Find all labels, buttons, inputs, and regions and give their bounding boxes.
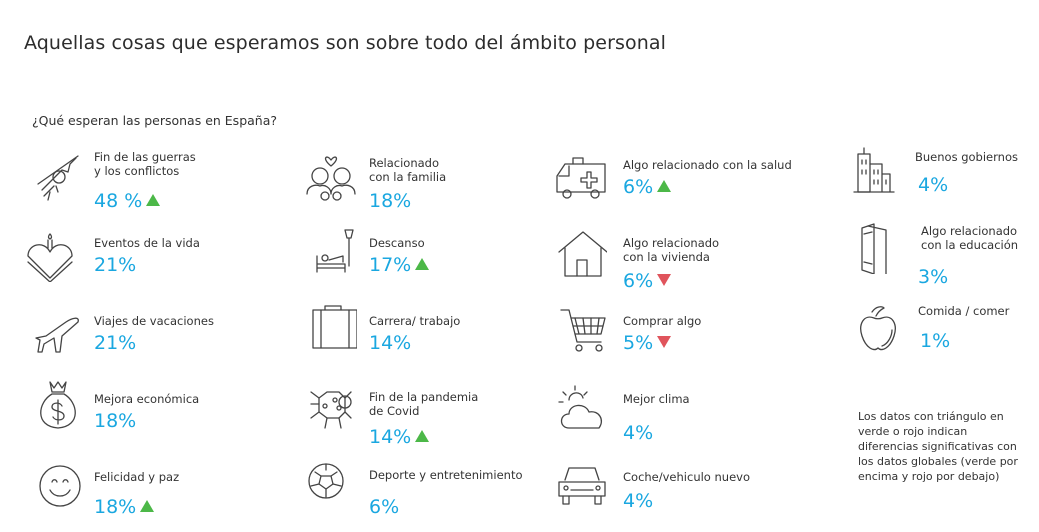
item-label: Comida / comer	[918, 304, 1010, 318]
item-value: 4%	[918, 174, 949, 196]
item-value: 17%	[369, 254, 430, 276]
item-label: Carrera/ trabajo	[369, 314, 461, 328]
item-label: Fin de las guerras y los conflictos	[94, 150, 196, 178]
birthday-cake-icon	[24, 230, 76, 283]
ambulance-icon	[555, 152, 607, 204]
item-educacion: Algo relacionado con la educación 3%	[856, 222, 1039, 292]
item-salud: Algo relacionado con la salud 6%	[555, 152, 795, 222]
item-value: 21%	[94, 254, 137, 276]
item-value: 4%	[623, 422, 654, 444]
page-title: Aquellas cosas que esperamos son sobre t…	[24, 32, 666, 54]
item-vivienda: Algo relacionado con la vivienda 6%	[555, 228, 795, 298]
item-gobiernos: Buenos gobiernos 4%	[852, 144, 1039, 214]
item-label: Mejora económica	[94, 392, 200, 406]
item-value: 21%	[94, 332, 137, 354]
item-pandemia: Fin de la pandemia de Covid 14%	[305, 384, 545, 454]
item-value: 3%	[918, 266, 949, 288]
item-label: Algo relacionado con la educación	[921, 224, 1019, 252]
item-carrera: Carrera/ trabajo 14%	[305, 302, 545, 372]
page-subtitle: ¿Qué esperan las personas en España?	[32, 113, 278, 128]
trend-down-icon	[657, 274, 672, 286]
city-buildings-icon	[852, 144, 904, 196]
item-label: Comprar algo	[623, 314, 702, 328]
item-label: Felicidad y paz	[94, 470, 180, 484]
trend-up-icon	[415, 258, 430, 270]
item-clima: Mejor clima 4%	[555, 384, 795, 454]
item-value: 1%	[920, 330, 951, 352]
item-value: 18%	[94, 496, 155, 518]
item-label: Relacionado con la familia	[369, 156, 447, 184]
smiley-icon	[32, 460, 84, 512]
item-label: Viajes de vacaciones	[94, 314, 214, 328]
apple-icon	[856, 302, 908, 354]
item-value: 5%	[623, 332, 672, 354]
item-comprar: Comprar algo 5%	[555, 306, 795, 376]
item-coche: Coche/vehiculo nuevo 4%	[555, 462, 795, 532]
bed-icon	[305, 226, 357, 278]
item-value: 4%	[623, 490, 654, 512]
item-label: Eventos de la vida	[94, 236, 200, 250]
item-familia: Relacionado con la familia 18%	[305, 150, 545, 220]
item-label: Mejor clima	[623, 392, 690, 406]
trend-up-icon	[415, 430, 430, 442]
no-weapon-icon	[32, 150, 84, 202]
item-value: 14%	[369, 426, 430, 448]
virus-icon	[305, 384, 357, 436]
house-icon	[555, 228, 608, 280]
item-label: Deporte y entretenimiento	[369, 468, 523, 482]
sun-cloud-icon	[555, 384, 607, 436]
item-descanso: Descanso 17%	[305, 226, 545, 296]
car-icon	[555, 462, 607, 514]
item-mejora-economica: Mejora económica 18%	[32, 378, 272, 448]
item-value: 48 %	[94, 190, 161, 212]
item-viajes: Viajes de vacaciones 21%	[32, 308, 272, 378]
family-icon	[305, 150, 365, 202]
item-felicidad: Felicidad y paz 18%	[32, 460, 272, 530]
item-value: 6%	[369, 496, 400, 518]
trend-up-icon	[140, 500, 155, 512]
trend-down-icon	[657, 336, 672, 348]
airplane-icon	[32, 308, 84, 360]
item-value: 14%	[369, 332, 412, 354]
item-label: Algo relacionado con la salud	[623, 158, 792, 172]
item-comida: Comida / comer 1%	[856, 302, 1039, 372]
trend-up-icon	[657, 180, 672, 192]
footnote: Los datos con triángulo en verde o rojo …	[858, 410, 1018, 483]
briefcase-icon	[305, 302, 358, 354]
item-value: 18%	[94, 410, 137, 432]
item-label: Coche/vehiculo nuevo	[623, 470, 750, 484]
item-value: 6%	[623, 176, 672, 198]
item-value: 6%	[623, 270, 672, 292]
item-fin-guerras: Fin de las guerras y los conflictos 48 %	[32, 150, 272, 220]
shopping-cart-icon	[555, 306, 607, 358]
item-label: Buenos gobiernos	[915, 150, 1018, 164]
book-icon	[856, 222, 908, 277]
trend-up-icon	[146, 194, 161, 206]
money-bag-icon	[32, 378, 84, 430]
item-label: Algo relacionado con la vivienda	[623, 236, 720, 264]
item-label: Descanso	[369, 236, 425, 250]
item-eventos-vida: Eventos de la vida 21%	[24, 230, 264, 300]
item-value: 18%	[369, 190, 412, 212]
item-deporte: Deporte y entretenimiento 6%	[305, 460, 545, 530]
soccer-ball-icon	[305, 460, 357, 512]
item-label: Fin de la pandemia de Covid	[369, 390, 479, 418]
